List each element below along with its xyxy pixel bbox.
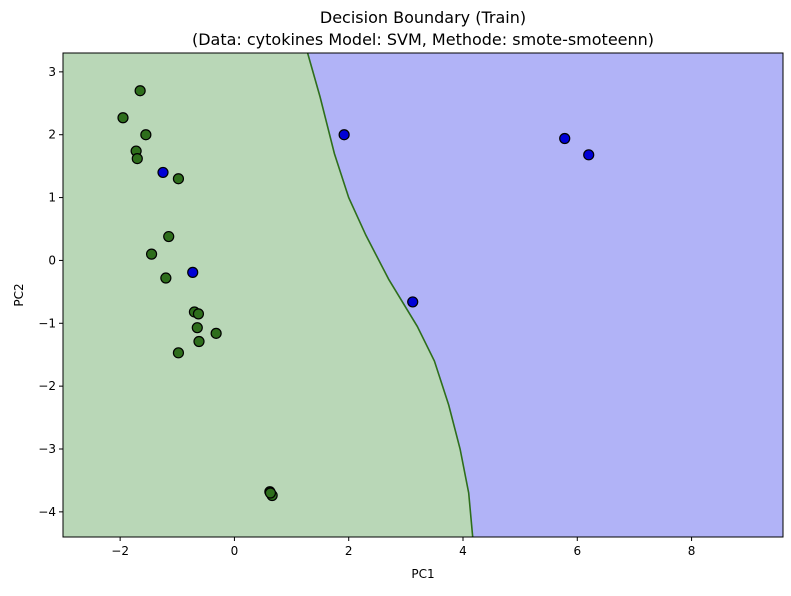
data-point-blue (157, 166, 169, 179)
y-tick-label: 0 (48, 253, 56, 267)
data-point-green (192, 308, 205, 320)
plot-area (63, 53, 783, 537)
data-point-green (140, 129, 152, 141)
data-point-green (191, 322, 203, 334)
data-point-blue (559, 132, 571, 145)
y-axis-label: PC2 (12, 283, 26, 306)
data-point-green (193, 335, 205, 348)
y-tick-label: 1 (48, 191, 56, 205)
decision-boundary-line (306, 53, 474, 537)
data-point-blue (407, 296, 419, 308)
y-tick-label: −2 (38, 379, 56, 393)
data-point-blue (338, 129, 350, 141)
axes: −2 0 2 4 6 8 3 2 1 0 −1 −2 −3 −4 (38, 52, 784, 558)
data-point-green (210, 327, 222, 339)
data-point-green (134, 85, 146, 97)
data-point-green (172, 347, 185, 359)
plot-frame (62, 52, 784, 538)
data-point-green (117, 112, 129, 124)
data-point-green (160, 272, 172, 284)
x-tick-label: 6 (573, 544, 581, 558)
x-tick-label: 0 (231, 544, 239, 558)
chart-title: Decision Boundary (Train) (320, 8, 526, 27)
y-tick-label: −1 (38, 316, 56, 330)
data-point-green (131, 153, 143, 165)
y-tick-label: −4 (38, 505, 56, 519)
x-axis-label: PC1 (411, 567, 434, 581)
x-tick-label: 8 (688, 544, 696, 558)
data-point-green (163, 230, 175, 243)
x-tick-label: 4 (459, 544, 467, 558)
x-tick-label: 2 (345, 544, 353, 558)
data-point-blue (187, 266, 199, 278)
data-point-blue (583, 149, 595, 161)
data-point-green (172, 173, 185, 185)
x-tick-label: −2 (111, 544, 129, 558)
y-tick-label: −3 (38, 442, 56, 456)
y-tick-label: 2 (48, 128, 56, 142)
data-point-green (264, 487, 277, 499)
data-point-green (145, 248, 158, 260)
y-tick-label: 3 (48, 65, 56, 79)
chart-subtitle: (Data: cytokines Model: SVM, Methode: sm… (192, 30, 654, 49)
